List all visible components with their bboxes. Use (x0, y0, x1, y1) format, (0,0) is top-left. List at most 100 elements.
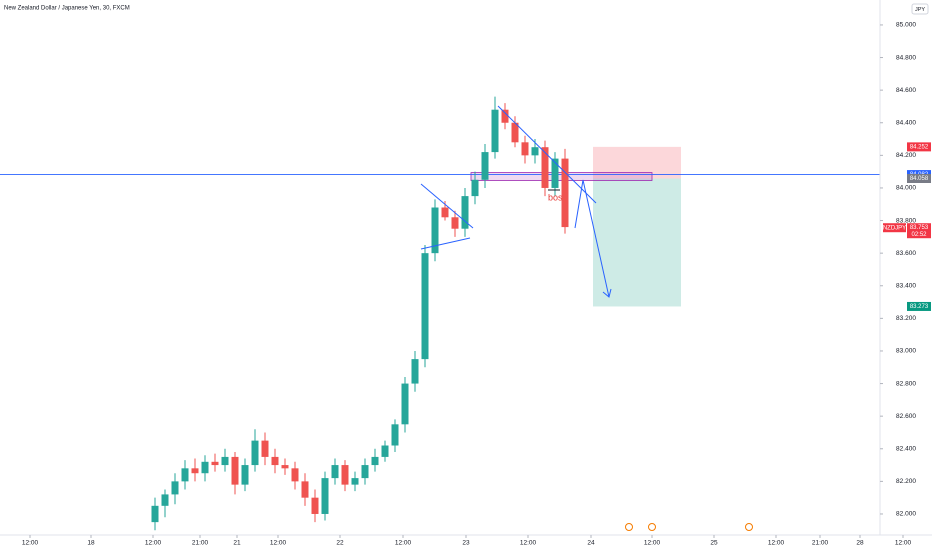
y-tick-label: 82.600 (896, 413, 916, 420)
chart-title: New Zealand Dollar / Japanese Yen, 30, F… (4, 6, 130, 12)
candle-body (371, 456, 379, 466)
last-price: 83.753 (910, 225, 929, 231)
event-icon[interactable] (745, 523, 753, 531)
candle-body (481, 152, 489, 180)
y-tick-label: 83.800 (896, 217, 916, 224)
target-price-tag-bg (907, 301, 931, 311)
x-tick-label: 23 (462, 540, 470, 547)
last-price-bg (907, 223, 931, 239)
candle-body (291, 468, 299, 482)
stop-zone (593, 146, 681, 179)
candle-body (381, 445, 389, 457)
y-tick-label: 83.400 (896, 282, 916, 289)
x-tick-label: 12:00 (520, 540, 537, 547)
candle-body (361, 465, 369, 479)
y-tick-label: 84.000 (896, 185, 916, 192)
candle-body (221, 456, 229, 466)
y-tick-label: 82.800 (896, 380, 916, 387)
candle-body (421, 253, 429, 360)
candle-body (541, 147, 549, 188)
candle-body (331, 465, 339, 479)
y-tick-label: 82.200 (896, 478, 916, 485)
candle-body (551, 158, 559, 188)
y-tick-label: 83.600 (896, 250, 916, 257)
candle-body (261, 440, 269, 457)
y-tick-label: 84.800 (896, 54, 916, 61)
symbol-label: NZDJPY (883, 225, 906, 231)
candle-body (511, 122, 519, 143)
entry-price-tag: 84.058 (910, 176, 929, 182)
candle-body (501, 109, 509, 123)
entry-price-tag-bg (907, 173, 931, 183)
candle-body (211, 461, 219, 466)
candle-body (461, 196, 469, 229)
candle-body (491, 109, 499, 153)
candle-body (171, 481, 179, 495)
candle-body (201, 461, 209, 474)
x-tick-label: 21:00 (192, 540, 209, 547)
candle-body (431, 207, 439, 254)
candle-body (151, 505, 159, 523)
candle-body (281, 465, 289, 469)
trend-line (420, 183, 474, 229)
candle-body (471, 179, 479, 197)
y-tick-label: 85.000 (896, 22, 916, 29)
candle-body (301, 481, 309, 498)
y-tick-label: 82.400 (896, 445, 916, 452)
y-tick-label: 84.600 (896, 87, 916, 94)
candle-body (441, 207, 449, 218)
candle-body (341, 465, 349, 485)
candle-body (241, 465, 249, 485)
candle-body (411, 359, 419, 384)
x-tick-label: 12:00 (895, 540, 912, 547)
x-tick-label: 12:00 (22, 540, 39, 547)
x-tick-label: 28 (856, 540, 864, 547)
projection-arrow (574, 179, 610, 298)
x-tick-label: 22 (336, 540, 344, 547)
symbol-bg (883, 223, 906, 233)
target-zone (593, 178, 681, 307)
trend-line (497, 105, 597, 204)
x-tick-label: 12:00 (270, 540, 287, 547)
candle-body (351, 478, 359, 485)
countdown: 02:52 (911, 232, 927, 238)
candle-body (451, 217, 459, 229)
y-tick-label: 83.000 (896, 348, 916, 355)
candle-body (231, 456, 239, 485)
candle-body (161, 494, 169, 506)
x-tick-label: 21:00 (812, 540, 829, 547)
candle-body (561, 158, 569, 228)
candle-body (391, 424, 399, 446)
x-tick-label: 12:00 (768, 540, 785, 547)
y-tick-label: 83.200 (896, 315, 916, 322)
target-price-tag: 83.273 (910, 304, 929, 310)
x-tick-label: 25 (710, 540, 718, 547)
candle-body (401, 383, 409, 425)
event-icon[interactable] (648, 523, 656, 531)
event-icon[interactable] (625, 523, 633, 531)
candle-body (251, 440, 259, 466)
x-tick-label: 12:00 (644, 540, 661, 547)
candle-body (271, 456, 279, 466)
x-tick-label: 18 (87, 540, 95, 547)
candle-body (521, 142, 529, 156)
candle-body (191, 468, 199, 474)
x-tick-label: 24 (587, 540, 595, 547)
currency-label: JPY (915, 7, 925, 13)
stop-price-tag-bg (907, 142, 931, 152)
candle-body (321, 478, 329, 514)
y-tick-label: 84.400 (896, 119, 916, 126)
currency-box[interactable] (911, 3, 929, 15)
x-tick-label: 12:00 (145, 540, 162, 547)
y-tick-label: 82.000 (896, 511, 916, 518)
x-tick-label: 21 (233, 540, 241, 547)
arrow-head (602, 288, 612, 298)
candle-body (531, 147, 539, 156)
trend-line (420, 237, 471, 250)
stop-price-tag: 84.252 (910, 144, 929, 150)
y-tick-label: 84.200 (896, 152, 916, 159)
candle-body (311, 497, 319, 514)
